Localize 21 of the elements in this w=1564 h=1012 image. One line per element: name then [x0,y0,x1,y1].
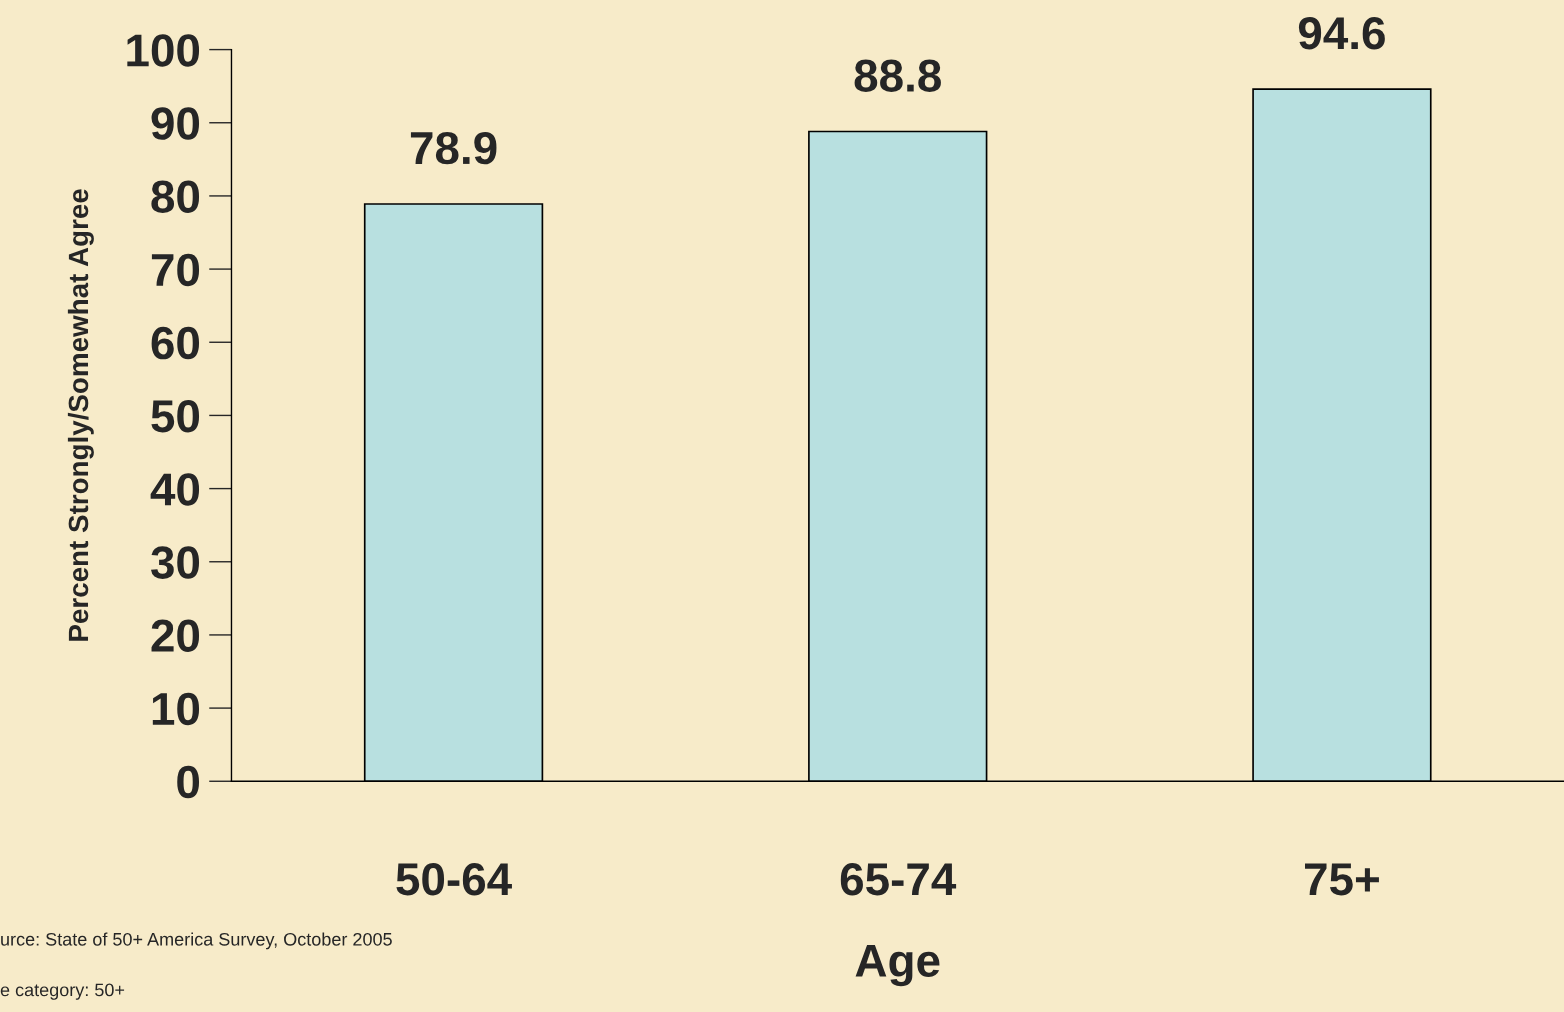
y-tick-label: 60 [151,326,200,360]
y-tick-label: 100 [127,34,200,67]
x-tick-label: 65-74 [840,863,957,896]
y-tick-label: 90 [151,107,200,140]
y-tick-label: 50 [151,400,200,433]
y-tick-label: 40 [150,473,200,506]
text: urce: State of 50+ America Survey, October 2005 [1,932,392,950]
x-tick-label: 75+ [1305,863,1379,896]
x-axis-title: Age [855,944,940,987]
y-tick-label: 80 [151,180,200,213]
y-tick-label: 10 [152,692,200,726]
y-tick-label: 0 [177,765,200,799]
data-label: 94.6 [1298,17,1385,50]
y-axis-title: Percent Strongly/Somewhat Agree [67,189,94,641]
text: e category: 50+ [0,983,125,1000]
x-tick-label: 50-64 [396,863,512,896]
data-label: 88.8 [854,59,941,92]
y-tick-label: 70 [151,253,200,287]
data-label: 78.9 [410,131,497,165]
y-tick-label: 30 [150,546,200,579]
y-tick-label: 20 [151,619,200,652]
